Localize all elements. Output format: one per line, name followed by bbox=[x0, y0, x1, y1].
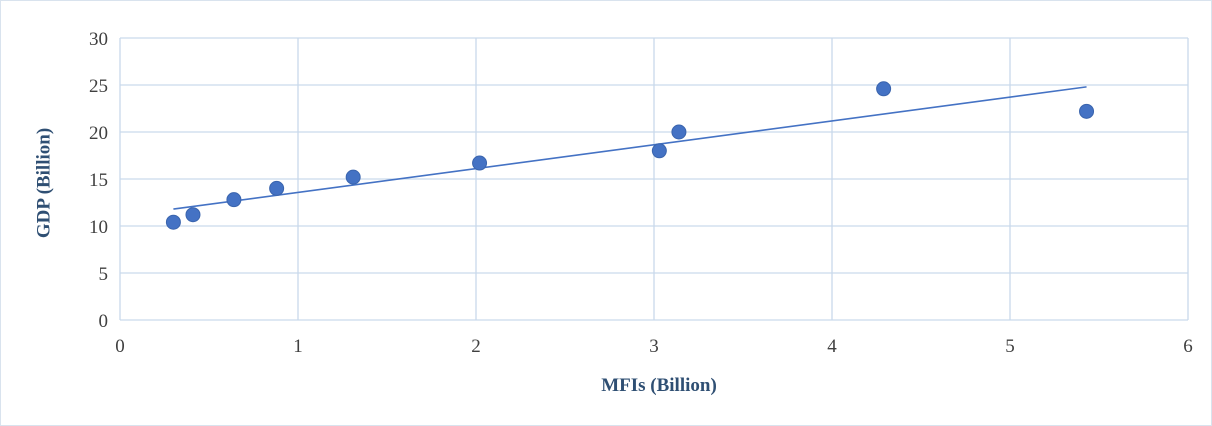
data-point bbox=[1080, 104, 1094, 118]
gridlines bbox=[120, 38, 1188, 320]
x-tick-label: 6 bbox=[1183, 336, 1193, 357]
y-tick-label: 30 bbox=[89, 29, 108, 50]
x-axis-title: MFIs (Billion) bbox=[601, 375, 717, 396]
x-tick-label: 3 bbox=[649, 336, 659, 357]
y-tick-label: 20 bbox=[89, 123, 108, 144]
trendline bbox=[173, 87, 1086, 209]
data-point bbox=[877, 82, 891, 96]
data-point bbox=[270, 181, 284, 195]
data-point bbox=[672, 125, 686, 139]
data-point bbox=[186, 208, 200, 222]
data-point bbox=[166, 215, 180, 229]
y-tick-label: 25 bbox=[89, 76, 108, 97]
y-axis-title: GDP (Billion) bbox=[34, 128, 55, 238]
data-point bbox=[227, 193, 241, 207]
data-point bbox=[346, 170, 360, 184]
y-tick-label: 0 bbox=[99, 311, 109, 332]
x-tick-label: 2 bbox=[471, 336, 481, 357]
tick-labels: 0 5 10 15 20 25 30 0 1 2 3 4 5 6 bbox=[89, 29, 1193, 357]
x-tick-label: 5 bbox=[1005, 336, 1015, 357]
y-tick-label: 10 bbox=[89, 217, 108, 238]
x-tick-label: 0 bbox=[115, 336, 125, 357]
x-tick-label: 4 bbox=[827, 336, 837, 357]
trendline-line bbox=[173, 87, 1086, 209]
x-tick-label: 1 bbox=[293, 336, 303, 357]
data-point bbox=[652, 144, 666, 158]
data-point bbox=[473, 156, 487, 170]
y-tick-label: 5 bbox=[99, 264, 109, 285]
y-tick-label: 15 bbox=[89, 170, 108, 191]
